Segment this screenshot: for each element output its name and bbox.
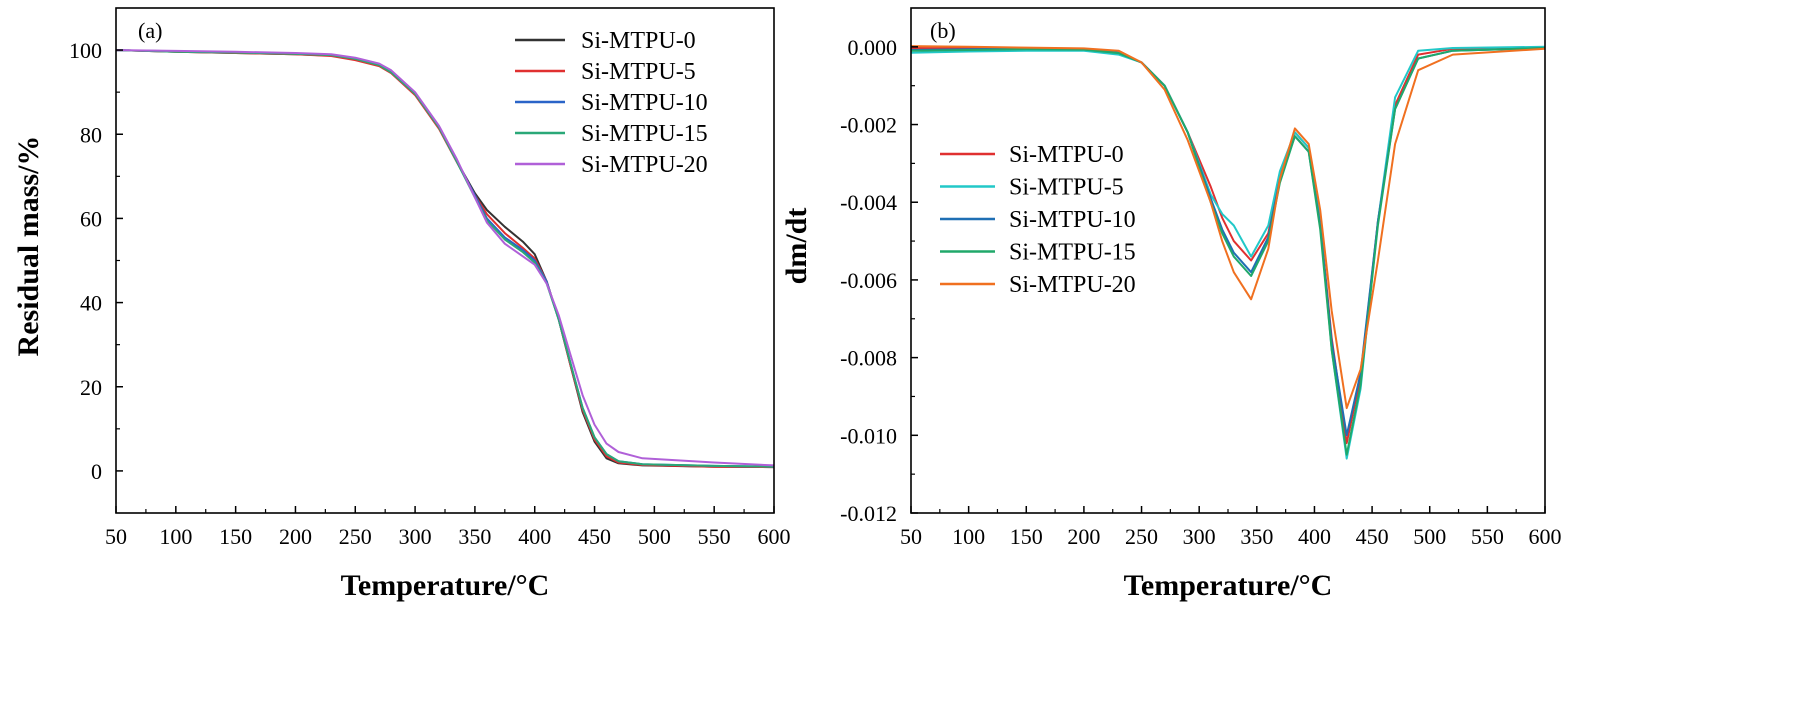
panel-label: (b): [930, 18, 956, 43]
x-tick-label: 150: [1010, 524, 1043, 549]
y-tick-label: -0.008: [840, 346, 897, 371]
y-tick-label: 60: [80, 206, 102, 231]
x-tick-label: 250: [1125, 524, 1158, 549]
panel-a: 50 100 150 200 250 300 350 400 450 500 550 600 0 20 40…: [12, 7, 791, 602]
x-tick-label: 400: [1298, 524, 1331, 549]
x-tick-label: 550: [1471, 524, 1504, 549]
x-tick-label: 300: [1183, 524, 1216, 549]
y-tick-label: 100: [69, 38, 102, 63]
x-tick-label: 50: [105, 524, 127, 549]
legend-label: Si-MTPU-20: [581, 152, 708, 178]
x-tick-label: 600: [758, 524, 791, 549]
x-tick-label: 600: [1529, 524, 1562, 549]
legend-label: Si-MTPU-10: [581, 90, 708, 116]
series-line-si-mtpu-10: [910, 47, 1546, 437]
x-tick-label: 200: [279, 524, 312, 549]
x-tick-label: 400: [518, 524, 551, 549]
y-tick-label: -0.006: [840, 268, 897, 293]
y-tick-label: 0.000: [848, 35, 898, 60]
y-axis-title: dm/dt: [780, 208, 813, 285]
y-tick-label: 20: [80, 375, 102, 400]
x-tick-label: 350: [458, 524, 491, 549]
x-axis-title: Temperature/°C: [1124, 569, 1333, 602]
legend-label: Si-MTPU-5: [1009, 175, 1124, 201]
y-tick-label: 40: [80, 291, 102, 316]
legend-label: Si-MTPU-20: [1009, 272, 1136, 298]
legend-label: Si-MTPU-5: [581, 59, 696, 85]
y-tick-label: -0.002: [840, 113, 897, 138]
x-tick-label: 350: [1240, 524, 1273, 549]
y-tick-label: 0: [91, 459, 102, 484]
legend-label: Si-MTPU-15: [1009, 240, 1136, 266]
series-line-si-mtpu-5: [910, 45, 1546, 460]
legend-label: Si-MTPU-0: [581, 28, 696, 54]
legend-label: Si-MTPU-15: [581, 121, 708, 147]
series-line-si-mtpu-15: [910, 47, 1546, 456]
x-tick-label: 50: [900, 524, 922, 549]
x-axis-title: Temperature/°C: [341, 569, 550, 602]
y-axis-title: Residual mass/%: [12, 136, 45, 357]
x-tick-label: 200: [1067, 524, 1100, 549]
x-tick-label: 500: [1413, 524, 1446, 549]
x-tick-label: 100: [952, 524, 985, 549]
series-line-si-mtpu-20: [910, 45, 1546, 410]
y-tick-label: -0.012: [840, 501, 897, 526]
panel-label: (a): [138, 18, 162, 43]
plot-frame: [910, 7, 1546, 514]
x-tick-label: 450: [1356, 524, 1389, 549]
x-tick-label: 450: [578, 524, 611, 549]
x-tick-label: 100: [159, 524, 192, 549]
y-tick-label: -0.004: [840, 190, 897, 215]
x-tick-label: 550: [698, 524, 731, 549]
x-tick-label: 500: [638, 524, 671, 549]
legend: Si-MTPU-0 Si-MTPU-5 Si-MTPU-10 Si-MTPU-15 Si…: [515, 28, 708, 178]
legend: Si-MTPU-0 Si-MTPU-5 Si-MTPU-10 Si-MTPU-15 Si…: [940, 142, 1136, 298]
x-tick-label: 150: [219, 524, 252, 549]
y-tick-label: -0.010: [840, 423, 897, 448]
legend-label: Si-MTPU-0: [1009, 142, 1124, 168]
legend-label: Si-MTPU-10: [1009, 207, 1136, 233]
series-line-si-mtpu-20: [115, 49, 775, 467]
y-tick-label: 80: [80, 122, 102, 147]
x-tick-label: 300: [399, 524, 432, 549]
x-tick-label: 250: [339, 524, 372, 549]
panel-b: 50 100 150 200 250 300 350 400 450 500 550 600 0.000…: [780, 7, 1562, 602]
